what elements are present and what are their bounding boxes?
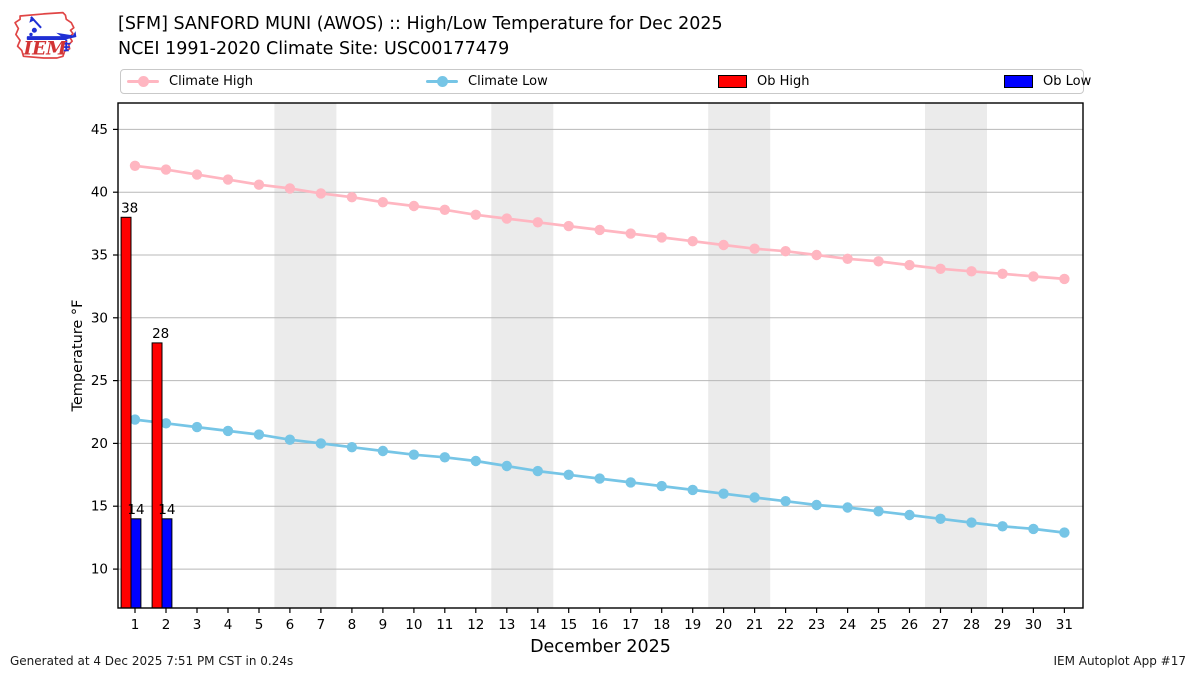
plot-border xyxy=(117,102,1084,609)
legend-item-ob-high: Ob High xyxy=(718,70,810,93)
climate-high-series xyxy=(129,160,1070,285)
x-tick-label: 22 xyxy=(777,617,794,633)
climate-low-series xyxy=(129,414,1070,538)
bar-value-label: 14 xyxy=(127,502,144,518)
ob-low-patch-swatch xyxy=(1004,75,1033,88)
x-axis: 1 2 3 4 5 6 7 8 9 10 11 12 13 14 15 16 17 18 19 20 21 22 23 24 2… xyxy=(131,608,1073,657)
x-tick-label: 7 xyxy=(317,617,326,633)
x-tick-label: 26 xyxy=(901,617,918,633)
logo-iem-text: IEM xyxy=(22,39,67,60)
x-tick-label: 23 xyxy=(808,617,825,633)
autoplot-app-ref: IEM Autoplot App #17 xyxy=(1053,654,1186,668)
legend-item-climate-high: Climate High xyxy=(127,70,253,93)
x-tick-label: 18 xyxy=(653,617,670,633)
y-tick-label: 35 xyxy=(91,248,108,264)
x-tick-label: 20 xyxy=(715,617,732,633)
x-tick-label: 19 xyxy=(684,617,701,633)
legend-label: Ob Low xyxy=(1043,74,1092,89)
y-tick-label: 10 xyxy=(91,562,108,578)
y-axis-title: Temperature °F xyxy=(70,299,86,412)
x-tick-label: 3 xyxy=(193,617,202,633)
chart-legend: Climate High Climate Low Ob High Ob Low xyxy=(120,69,1091,94)
x-tick-label: 11 xyxy=(436,617,453,633)
weekend-bands xyxy=(274,103,987,608)
climate-low-line-swatch xyxy=(426,76,458,87)
x-tick-label: 31 xyxy=(1056,617,1073,633)
title-block: [SFM] SANFORD MUNI (AWOS) :: High/Low Te… xyxy=(118,12,723,62)
y-tick-label: 30 xyxy=(91,310,108,326)
bar-value-label: 38 xyxy=(121,200,138,216)
y-gridlines xyxy=(118,128,1083,570)
x-tick-label: 17 xyxy=(622,617,639,633)
bar-value-label: 14 xyxy=(158,502,175,518)
x-tick-label: 6 xyxy=(286,617,295,633)
y-axis: 10 15 20 25 30 35 40 45 Temperature °F xyxy=(70,122,118,578)
legend-label: Ob High xyxy=(757,74,810,89)
x-tick-label: 16 xyxy=(591,617,608,633)
x-tick-label: 27 xyxy=(932,617,949,633)
x-tick-label: 8 xyxy=(348,617,357,633)
x-tick-label: 1 xyxy=(131,617,140,633)
x-tick-label: 14 xyxy=(529,617,546,633)
x-tick-label: 30 xyxy=(1025,617,1042,633)
x-tick-label: 2 xyxy=(162,617,171,633)
x-tick-label: 28 xyxy=(963,617,980,633)
y-tick-label: 45 xyxy=(91,122,108,138)
x-tick-label: 4 xyxy=(224,617,233,633)
x-tick-label: 9 xyxy=(379,617,388,633)
y-tick-label: 20 xyxy=(91,436,108,452)
ob-high-patch-swatch xyxy=(718,75,747,88)
legend-item-ob-low: Ob Low xyxy=(1004,70,1091,93)
y-tick-label: 25 xyxy=(91,373,108,389)
x-tick-label: 12 xyxy=(467,617,484,633)
y-tick-label: 15 xyxy=(91,499,108,515)
generated-timestamp: Generated at 4 Dec 2025 7:51 PM CST in 0… xyxy=(10,654,294,668)
x-tick-label: 21 xyxy=(746,617,763,633)
page-title: [SFM] SANFORD MUNI (AWOS) :: High/Low Te… xyxy=(118,14,723,34)
page-subtitle: NCEI 1991-2020 Climate Site: USC00177479 xyxy=(118,39,510,59)
x-tick-label: 13 xyxy=(498,617,515,633)
x-tick-label: 5 xyxy=(255,617,264,633)
x-tick-label: 24 xyxy=(839,617,856,633)
weather-vane-icon xyxy=(26,16,77,52)
x-tick-label: 29 xyxy=(994,617,1011,633)
bar-value-label: 28 xyxy=(152,326,169,342)
legend-label: Climate High xyxy=(169,74,254,89)
x-tick-label: 15 xyxy=(560,617,577,633)
iem-logo: IEM xyxy=(14,11,77,60)
legend-item-climate-low: Climate Low xyxy=(426,70,548,93)
climate-high-line-swatch xyxy=(127,76,159,87)
x-tick-label: 10 xyxy=(405,617,422,633)
x-axis-title: December 2025 xyxy=(530,637,671,657)
y-tick-label: 40 xyxy=(91,185,108,201)
x-tick-label: 25 xyxy=(870,617,887,633)
legend-label: Climate Low xyxy=(468,74,548,89)
ob-low-bars: 14 14 xyxy=(127,502,175,609)
